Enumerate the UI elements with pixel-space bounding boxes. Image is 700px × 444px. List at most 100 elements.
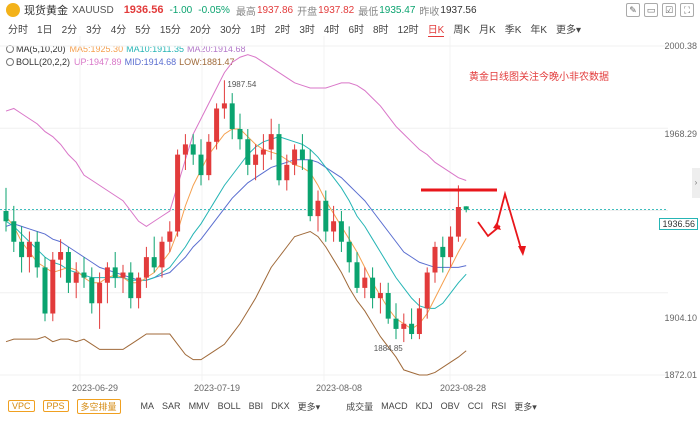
candle-body <box>401 323 407 329</box>
candle-body <box>448 236 454 258</box>
sub-ind-rsi[interactable]: RSI <box>491 401 507 411</box>
candle-body <box>34 241 40 268</box>
price-change: -1.00 <box>169 4 193 16</box>
period-tab[interactable]: 8时 <box>373 25 389 36</box>
period-tab[interactable]: 5分 <box>135 25 151 36</box>
period-tab[interactable]: 12时 <box>397 25 419 36</box>
period-tab[interactable]: 1日 <box>37 25 53 36</box>
period-tab[interactable]: 30分 <box>220 25 242 36</box>
trend-arrow-path <box>477 221 501 238</box>
period-tab[interactable]: 1时 <box>250 25 266 36</box>
period-tab[interactable]: 20分 <box>189 25 212 36</box>
boll-up-value: UP:1947.89 <box>74 56 122 67</box>
arrow-head <box>493 222 501 230</box>
main-ind-more[interactable]: 更多▾ <box>297 401 321 412</box>
candle-body <box>104 267 110 283</box>
sub-ind-more[interactable]: 更多▾ <box>514 401 537 412</box>
candle-body <box>229 103 235 129</box>
fullscreen-icon[interactable]: ⛶ <box>680 3 694 17</box>
candle-body <box>190 144 196 155</box>
candle-body <box>175 154 181 232</box>
candle-body <box>112 267 118 278</box>
period-tab[interactable]: 2分 <box>61 25 78 36</box>
period-tab[interactable]: 4时 <box>323 25 340 36</box>
period-tab[interactable]: 2时 <box>274 25 291 36</box>
candle-body <box>377 293 383 299</box>
candle-body <box>182 144 188 155</box>
period-tab[interactable]: 15分 <box>159 25 181 36</box>
main-ind-boll[interactable]: BOLL <box>217 401 241 411</box>
candle-body <box>253 154 259 165</box>
boll-indicator-line: BOLL(20,2,2) UP:1947.89 MID:1914.68 LOW:… <box>6 55 237 68</box>
main-ind-sar[interactable]: SAR <box>162 401 181 411</box>
boll-mid-value: MID:1914.68 <box>124 56 177 67</box>
y-tick: 1904.10 <box>664 313 697 323</box>
arrow-head <box>518 246 526 256</box>
long-short-button[interactable]: 多空排量 <box>76 398 121 414</box>
candle-body <box>11 221 17 242</box>
vpc-button[interactable]: VPC <box>8 400 35 412</box>
candle-body <box>276 134 282 181</box>
high-label: 最高 <box>235 6 256 18</box>
gold-coin-icon <box>6 3 20 17</box>
eye-icon[interactable] <box>6 44 14 53</box>
candle-body <box>81 272 87 278</box>
candle-body <box>26 241 32 258</box>
sub-ind-macd[interactable]: MACD <box>381 401 408 411</box>
candle-body <box>42 267 48 314</box>
collapse-panel-icon[interactable]: › <box>692 168 700 198</box>
period-tab[interactable]: 年K <box>530 25 548 36</box>
candle-body <box>268 134 274 150</box>
sub-ind-obv[interactable]: OBV <box>440 401 460 411</box>
high-value: 1937.86 <box>256 4 294 16</box>
candle-body <box>331 221 337 232</box>
chart-annotation: 黄金日线图关注今晚小非农数据 <box>469 72 609 83</box>
main-ind-mmv[interactable]: MMV <box>188 401 210 411</box>
candle-body <box>214 108 220 142</box>
main-ind-ma[interactable]: MA <box>140 401 155 411</box>
candle-body <box>19 241 25 258</box>
instrument-title: 现货黄金 <box>24 5 68 17</box>
period-tab[interactable]: 月K <box>479 25 496 36</box>
period-tab[interactable]: 分时 <box>8 25 28 36</box>
period-tab[interactable]: 3分 <box>86 25 102 36</box>
ma-label: MA(5,10,20) <box>16 43 66 54</box>
period-tab[interactable]: 4分 <box>110 25 127 36</box>
period-tab[interactable]: 周K <box>453 25 471 36</box>
period-tab[interactable]: 3时 <box>299 25 315 36</box>
y-tick: 1872.01 <box>664 370 697 380</box>
y-tick: 1968.29 <box>664 129 697 139</box>
pps-button[interactable]: PPS <box>42 400 69 412</box>
low-label: 最低 <box>358 6 379 18</box>
candle-body <box>73 272 79 283</box>
period-tab[interactable]: 更多▾ <box>556 25 582 36</box>
sub-ind-kdj[interactable]: KDJ <box>415 401 433 411</box>
candle-body <box>346 241 352 263</box>
main-ind-bbi[interactable]: BBI <box>248 401 264 411</box>
layout-icon[interactable]: ▭ <box>644 3 658 17</box>
candle-body <box>151 257 157 268</box>
candlestick-chart[interactable]: 1987.54 1884.85 <box>0 36 668 381</box>
eye-icon[interactable] <box>6 57 14 66</box>
candle-body <box>97 282 103 304</box>
main-ind-dkx[interactable]: DKX <box>271 401 290 411</box>
candle-body <box>385 293 391 319</box>
candle-body <box>292 149 298 165</box>
boll-up-line <box>5 54 467 227</box>
sub-ind-cci[interactable]: CCI <box>467 401 484 411</box>
period-tab[interactable]: 季K <box>504 25 522 36</box>
draw-tool-icon[interactable]: ✎ <box>626 3 640 17</box>
candle-body <box>338 221 344 242</box>
candle-body <box>463 206 469 210</box>
checkbox-icon[interactable]: ☑ <box>662 3 676 17</box>
candle-body <box>3 210 9 222</box>
period-tab[interactable]: 6时 <box>348 25 364 36</box>
sub-ind-volume[interactable]: 成交量 <box>346 401 374 412</box>
candle-body <box>440 246 446 258</box>
x-tick: 2023-08-08 <box>316 383 363 393</box>
candle-body <box>128 272 134 299</box>
candle-body <box>221 103 227 109</box>
x-tick: 2023-07-19 <box>194 383 241 393</box>
candle-body <box>237 128 243 140</box>
period-tab[interactable]: 日K <box>427 21 445 37</box>
